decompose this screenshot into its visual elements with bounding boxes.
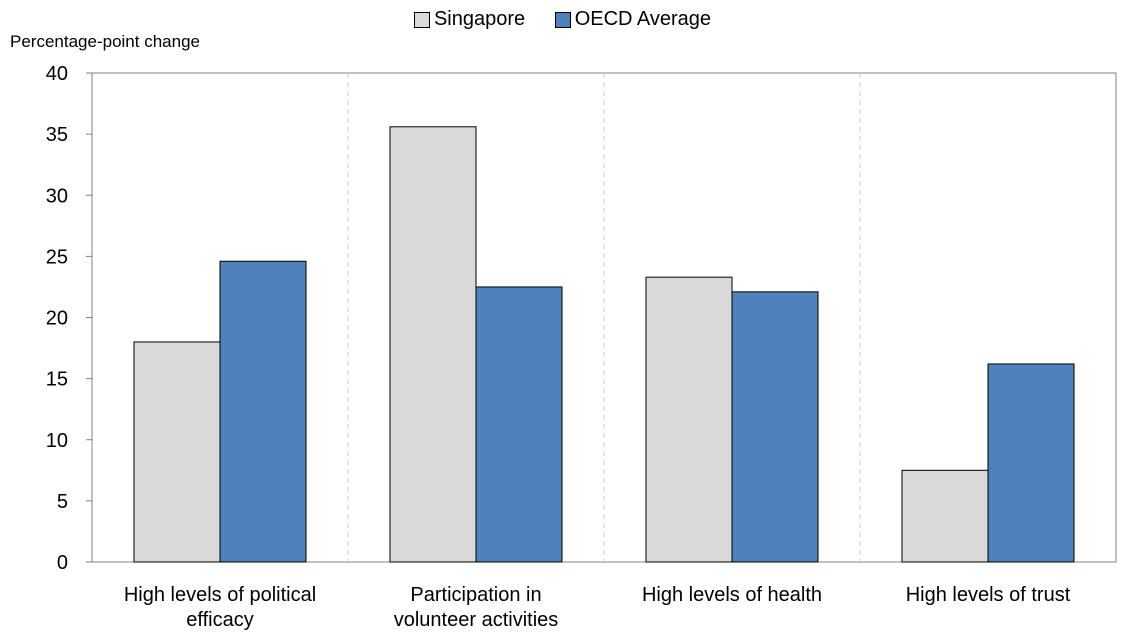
legend-label-oecd-average: OECD Average — [574, 8, 712, 30]
y-tick-label: 25 — [46, 246, 68, 268]
bar-singapore — [645, 276, 733, 563]
legend-swatch-oecd-average — [554, 11, 571, 28]
bar-oecd-average — [731, 291, 819, 563]
legend-item-oecd-average: OECD Average — [554, 8, 712, 31]
bar-oecd-average — [987, 363, 1075, 563]
y-tick-label: 35 — [46, 124, 68, 146]
bar-oecd-average — [219, 260, 307, 563]
y-tick-label: 20 — [46, 308, 68, 330]
legend-label-singapore: Singapore — [433, 8, 526, 30]
legend-item-singapore: Singapore — [413, 8, 526, 31]
x-category-label: volunteer activities — [394, 609, 559, 631]
x-category-label: efficacy — [186, 609, 253, 631]
x-category-label: High levels of trust — [906, 584, 1071, 606]
y-axis-title: Percentage-point change — [10, 32, 200, 51]
y-tick-label: 40 — [46, 63, 68, 85]
legend: Singapore OECD Average — [0, 8, 1125, 34]
y-tick-label: 15 — [46, 369, 68, 391]
y-tick-label: 0 — [57, 552, 68, 574]
legend-swatch-singapore — [413, 11, 430, 28]
x-category-label: Participation in — [410, 584, 541, 606]
bar-singapore — [901, 469, 989, 563]
bar-singapore — [389, 126, 477, 563]
x-category-label: High levels of political — [124, 584, 316, 606]
y-tick-label: 30 — [46, 185, 68, 207]
y-tick-label: 5 — [57, 491, 68, 513]
x-category-label: High levels of health — [642, 584, 822, 606]
bar-singapore — [133, 341, 221, 563]
bar-oecd-average — [475, 286, 563, 563]
y-tick-label: 10 — [46, 430, 68, 452]
